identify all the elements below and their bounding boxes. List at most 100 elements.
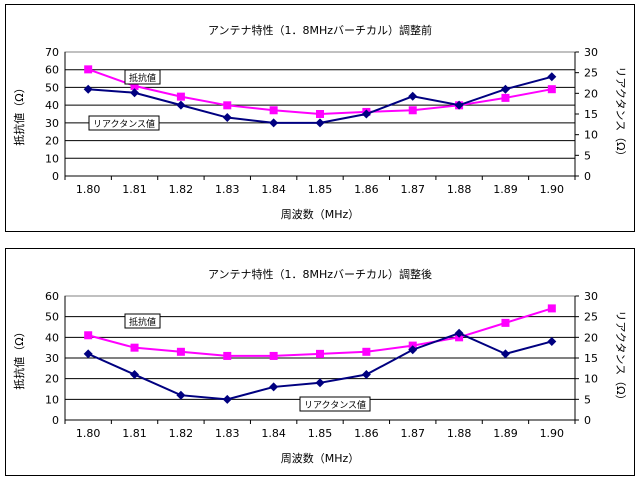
x-tick-label: 1.81 <box>122 427 147 440</box>
x-tick-label: 1.88 <box>447 183 472 196</box>
series-label-text: リアクタンス値 <box>304 399 366 411</box>
y-left-tick-label: 20 <box>45 373 59 386</box>
y-left-tick-label: 30 <box>45 352 59 365</box>
x-tick-label: 1.90 <box>540 427 565 440</box>
data-point-square <box>547 304 556 313</box>
data-point-square <box>176 92 185 101</box>
x-tick-label: 1.86 <box>354 427 379 440</box>
chart-before: アンテナ特性（1．8MHzバーチカル）調整前 0 10 20 30 40 50 60 70 0 5 1… <box>12 23 627 221</box>
x-tick-label: 1.89 <box>493 427 518 440</box>
series-label: 抵抗値 <box>124 69 161 85</box>
data-point-square <box>84 65 93 74</box>
data-point-diamond <box>269 118 279 128</box>
y-left-tick-label: 60 <box>45 290 59 303</box>
series-label: 抵抗値 <box>124 313 161 329</box>
y-right-tick-label: 30 <box>584 290 598 303</box>
data-point-diamond <box>547 336 557 346</box>
data-point-diamond <box>176 100 186 110</box>
data-point-square <box>130 343 139 352</box>
data-point-diamond <box>500 84 510 94</box>
data-point-square <box>130 81 139 90</box>
y-left-tick-label: 60 <box>45 64 59 77</box>
x-tick-label: 1.82 <box>169 183 194 196</box>
x-tick-label: 1.85 <box>308 427 333 440</box>
x-tick-label: 1.84 <box>261 183 286 196</box>
data-point-square <box>408 106 417 115</box>
y-right-axis-title: リアクタンス（Ω） <box>614 66 627 161</box>
y-right-tick-label: 30 <box>584 46 598 59</box>
y-left-tick-label: 50 <box>45 81 59 94</box>
y-left-tick-label: 0 <box>52 414 59 427</box>
y-right-tick-label: 0 <box>584 414 591 427</box>
data-point-square <box>501 318 510 327</box>
y-right-tick-label: 5 <box>584 393 591 406</box>
data-point-diamond <box>83 84 93 94</box>
data-point-diamond <box>222 113 232 123</box>
data-point-diamond <box>361 370 371 380</box>
data-point-diamond <box>408 91 418 101</box>
y-left-tick-label: 10 <box>45 393 59 406</box>
data-point-diamond <box>222 394 232 404</box>
y-right-tick-label: 15 <box>584 352 598 365</box>
x-tick-label: 1.87 <box>400 427 425 440</box>
x-tick-label: 1.80 <box>76 427 101 440</box>
y-right-axis-title: リアクタンス（Ω） <box>614 310 627 405</box>
x-tick-label: 1.87 <box>400 183 425 196</box>
data-point-square <box>176 347 185 356</box>
series-label: リアクタンス値 <box>88 115 160 131</box>
series-label-box <box>88 115 160 131</box>
y-left-tick-label: 0 <box>52 170 59 183</box>
x-tick-label: 1.83 <box>215 427 240 440</box>
y-left-tick-label: 30 <box>45 117 59 130</box>
y-left-tick-label: 70 <box>45 46 59 59</box>
y-right-tick-label: 15 <box>584 108 598 121</box>
data-point-diamond <box>361 109 371 119</box>
x-tick-label: 1.90 <box>540 183 565 196</box>
data-point-square <box>501 93 510 102</box>
y-right-tick-label: 10 <box>584 129 598 142</box>
x-tick-label: 1.86 <box>354 183 379 196</box>
data-point-square <box>223 101 232 110</box>
series-line <box>87 332 553 401</box>
x-tick-label: 1.85 <box>308 183 333 196</box>
data-point-diamond <box>454 328 464 338</box>
y-right-tick-label: 0 <box>584 170 591 183</box>
y-left-axis-title: 抵抗値（Ω） <box>12 82 26 145</box>
chart-panel-after: アンテナ特性（1．8MHzバーチカル）調整後 0 10 20 30 40 50 60 0 5 10 1… <box>5 248 635 476</box>
x-tick-label: 1.88 <box>447 427 472 440</box>
y-left-tick-label: 50 <box>45 311 59 324</box>
series-label-box <box>124 313 161 329</box>
chart-after: アンテナ特性（1．8MHzバーチカル）調整後 0 10 20 30 40 50 60 0 5 10 1… <box>12 267 627 465</box>
data-point-square <box>316 110 324 118</box>
chart-panel-before: アンテナ特性（1．8MHzバーチカル）調整前 0 10 20 30 40 50 60 70 0 5 1… <box>5 4 635 232</box>
data-point-diamond <box>130 370 140 380</box>
series-label-text: 抵抗値 <box>129 72 156 84</box>
series-label: リアクタンス値 <box>299 396 371 412</box>
data-point-diamond <box>500 349 510 359</box>
data-point-square <box>316 349 324 358</box>
x-tick-label: 1.82 <box>169 427 194 440</box>
data-point-square <box>362 347 371 356</box>
data-point-diamond <box>269 382 279 392</box>
chart-title: アンテナ特性（1．8MHzバーチカル）調整前 <box>208 23 432 37</box>
data-point-diamond <box>83 349 93 359</box>
x-axis-title: 周波数（MHz） <box>281 208 360 221</box>
data-point-diamond <box>315 378 325 388</box>
data-point-diamond <box>176 390 186 400</box>
data-point-diamond <box>408 345 418 355</box>
y-left-tick-label: 10 <box>45 152 59 165</box>
y-left-axis-title: 抵抗値（Ω） <box>12 326 26 389</box>
series-label-text: 抵抗値 <box>129 316 156 328</box>
data-point-square <box>269 106 278 115</box>
y-right-tick-label: 20 <box>584 331 598 344</box>
series-label-text: リアクタンス値 <box>93 118 155 130</box>
data-point-square <box>547 85 556 94</box>
data-point-square <box>84 331 93 340</box>
y-left-tick-label: 40 <box>45 99 59 112</box>
y-right-tick-label: 25 <box>584 311 598 324</box>
y-right-tick-label: 25 <box>584 67 598 80</box>
y-right-tick-label: 10 <box>584 373 598 386</box>
y-right-tick-label: 5 <box>584 149 591 162</box>
data-point-diamond <box>547 72 557 82</box>
y-right-tick-label: 20 <box>584 87 598 100</box>
